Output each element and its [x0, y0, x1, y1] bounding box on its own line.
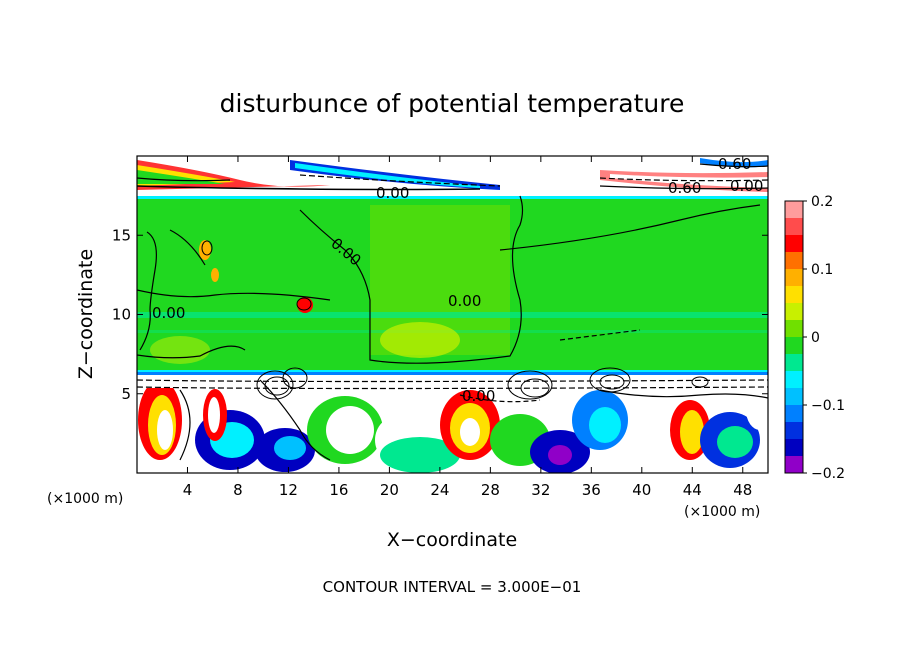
contour-lines [137, 163, 768, 461]
colorbar-swatch [785, 388, 803, 406]
colorbar-swatch [785, 201, 803, 219]
contour-label-group: 0.00 0.00 0.00 0.00 0.00 0.60 0.60 0.00 [152, 155, 763, 405]
x-tick-label: 16 [329, 481, 348, 499]
colorbar-swatch [785, 405, 803, 423]
x-axis: 4 8 12 16 20 24 28 32 36 40 44 48 [183, 156, 752, 499]
x-tick-label: 8 [233, 481, 243, 499]
colorbar-swatch [785, 269, 803, 287]
x-tick-label: 36 [582, 481, 601, 499]
x-tick-label: 4 [183, 481, 193, 499]
x-tick-label: 12 [279, 481, 298, 499]
x-tick-label: 48 [733, 481, 752, 499]
colorbar-tick-label: −0.2 [811, 466, 845, 482]
contour-label: 0.00 [448, 292, 481, 310]
contour-label: 0.00 [462, 387, 495, 405]
colorbar-swatch [785, 303, 803, 321]
contour-interval-note: CONTOUR INTERVAL = 3.000E−01 [323, 578, 582, 596]
contour-label: 0.00 [376, 184, 409, 202]
x-tick-label: 28 [481, 481, 500, 499]
y-axis-label: Z−coordinate [75, 249, 97, 379]
colorbar-tick-label: 0 [811, 330, 820, 346]
inversion-band [137, 374, 768, 386]
colorbar-swatch [785, 439, 803, 457]
lower-layer-field [137, 376, 768, 473]
colorbar-swatch [785, 354, 803, 372]
colorbar-tick-label: −0.1 [811, 398, 845, 414]
colorbar-swatch [785, 337, 803, 355]
chart-title: disturbunce of potential temperature [220, 89, 685, 118]
colorbar-swatch [785, 371, 803, 389]
y-tick-label: 15 [112, 226, 131, 244]
x-axis-unit-right: (×1000 m) [684, 504, 760, 520]
colorbar-tick-label: 0.2 [811, 194, 833, 210]
colorbar-swatch [785, 252, 803, 270]
contour-label: 0.60 [668, 179, 701, 197]
colorbar-swatch [785, 422, 803, 440]
colorbar-swatch [785, 456, 803, 474]
colorbar: 0.2 0.1 0 −0.1 −0.2 [784, 194, 845, 482]
convective-clusters [201, 240, 709, 400]
y-axis: 5 10 15 [112, 226, 768, 403]
plot-area: 0.00 0.00 0.00 0.00 0.00 0.60 0.60 0.00 [137, 155, 768, 473]
colorbar-swatch [785, 218, 803, 236]
upper-layer-field [137, 156, 768, 196]
x-tick-label: 20 [380, 481, 399, 499]
x-tick-label: 40 [632, 481, 651, 499]
contour-label: 0.00 [730, 177, 763, 195]
contour-label: 0.00 [152, 304, 185, 322]
contour-label: 0.60 [718, 155, 751, 173]
colorbar-swatch [785, 320, 803, 338]
colorbar-tick-label: 0.1 [811, 262, 833, 278]
x-tick-label: 32 [531, 481, 550, 499]
y-tick-label: 5 [121, 385, 131, 403]
mid-layer-field [137, 196, 768, 370]
y-tick-label: 10 [112, 306, 131, 324]
colorbar-swatch [785, 235, 803, 253]
x-axis-unit-left: (×1000 m) [47, 491, 123, 507]
x-tick-label: 44 [683, 481, 702, 499]
x-tick-label: 24 [430, 481, 449, 499]
x-axis-label: X−coordinate [387, 529, 517, 551]
colorbar-swatch [785, 286, 803, 304]
